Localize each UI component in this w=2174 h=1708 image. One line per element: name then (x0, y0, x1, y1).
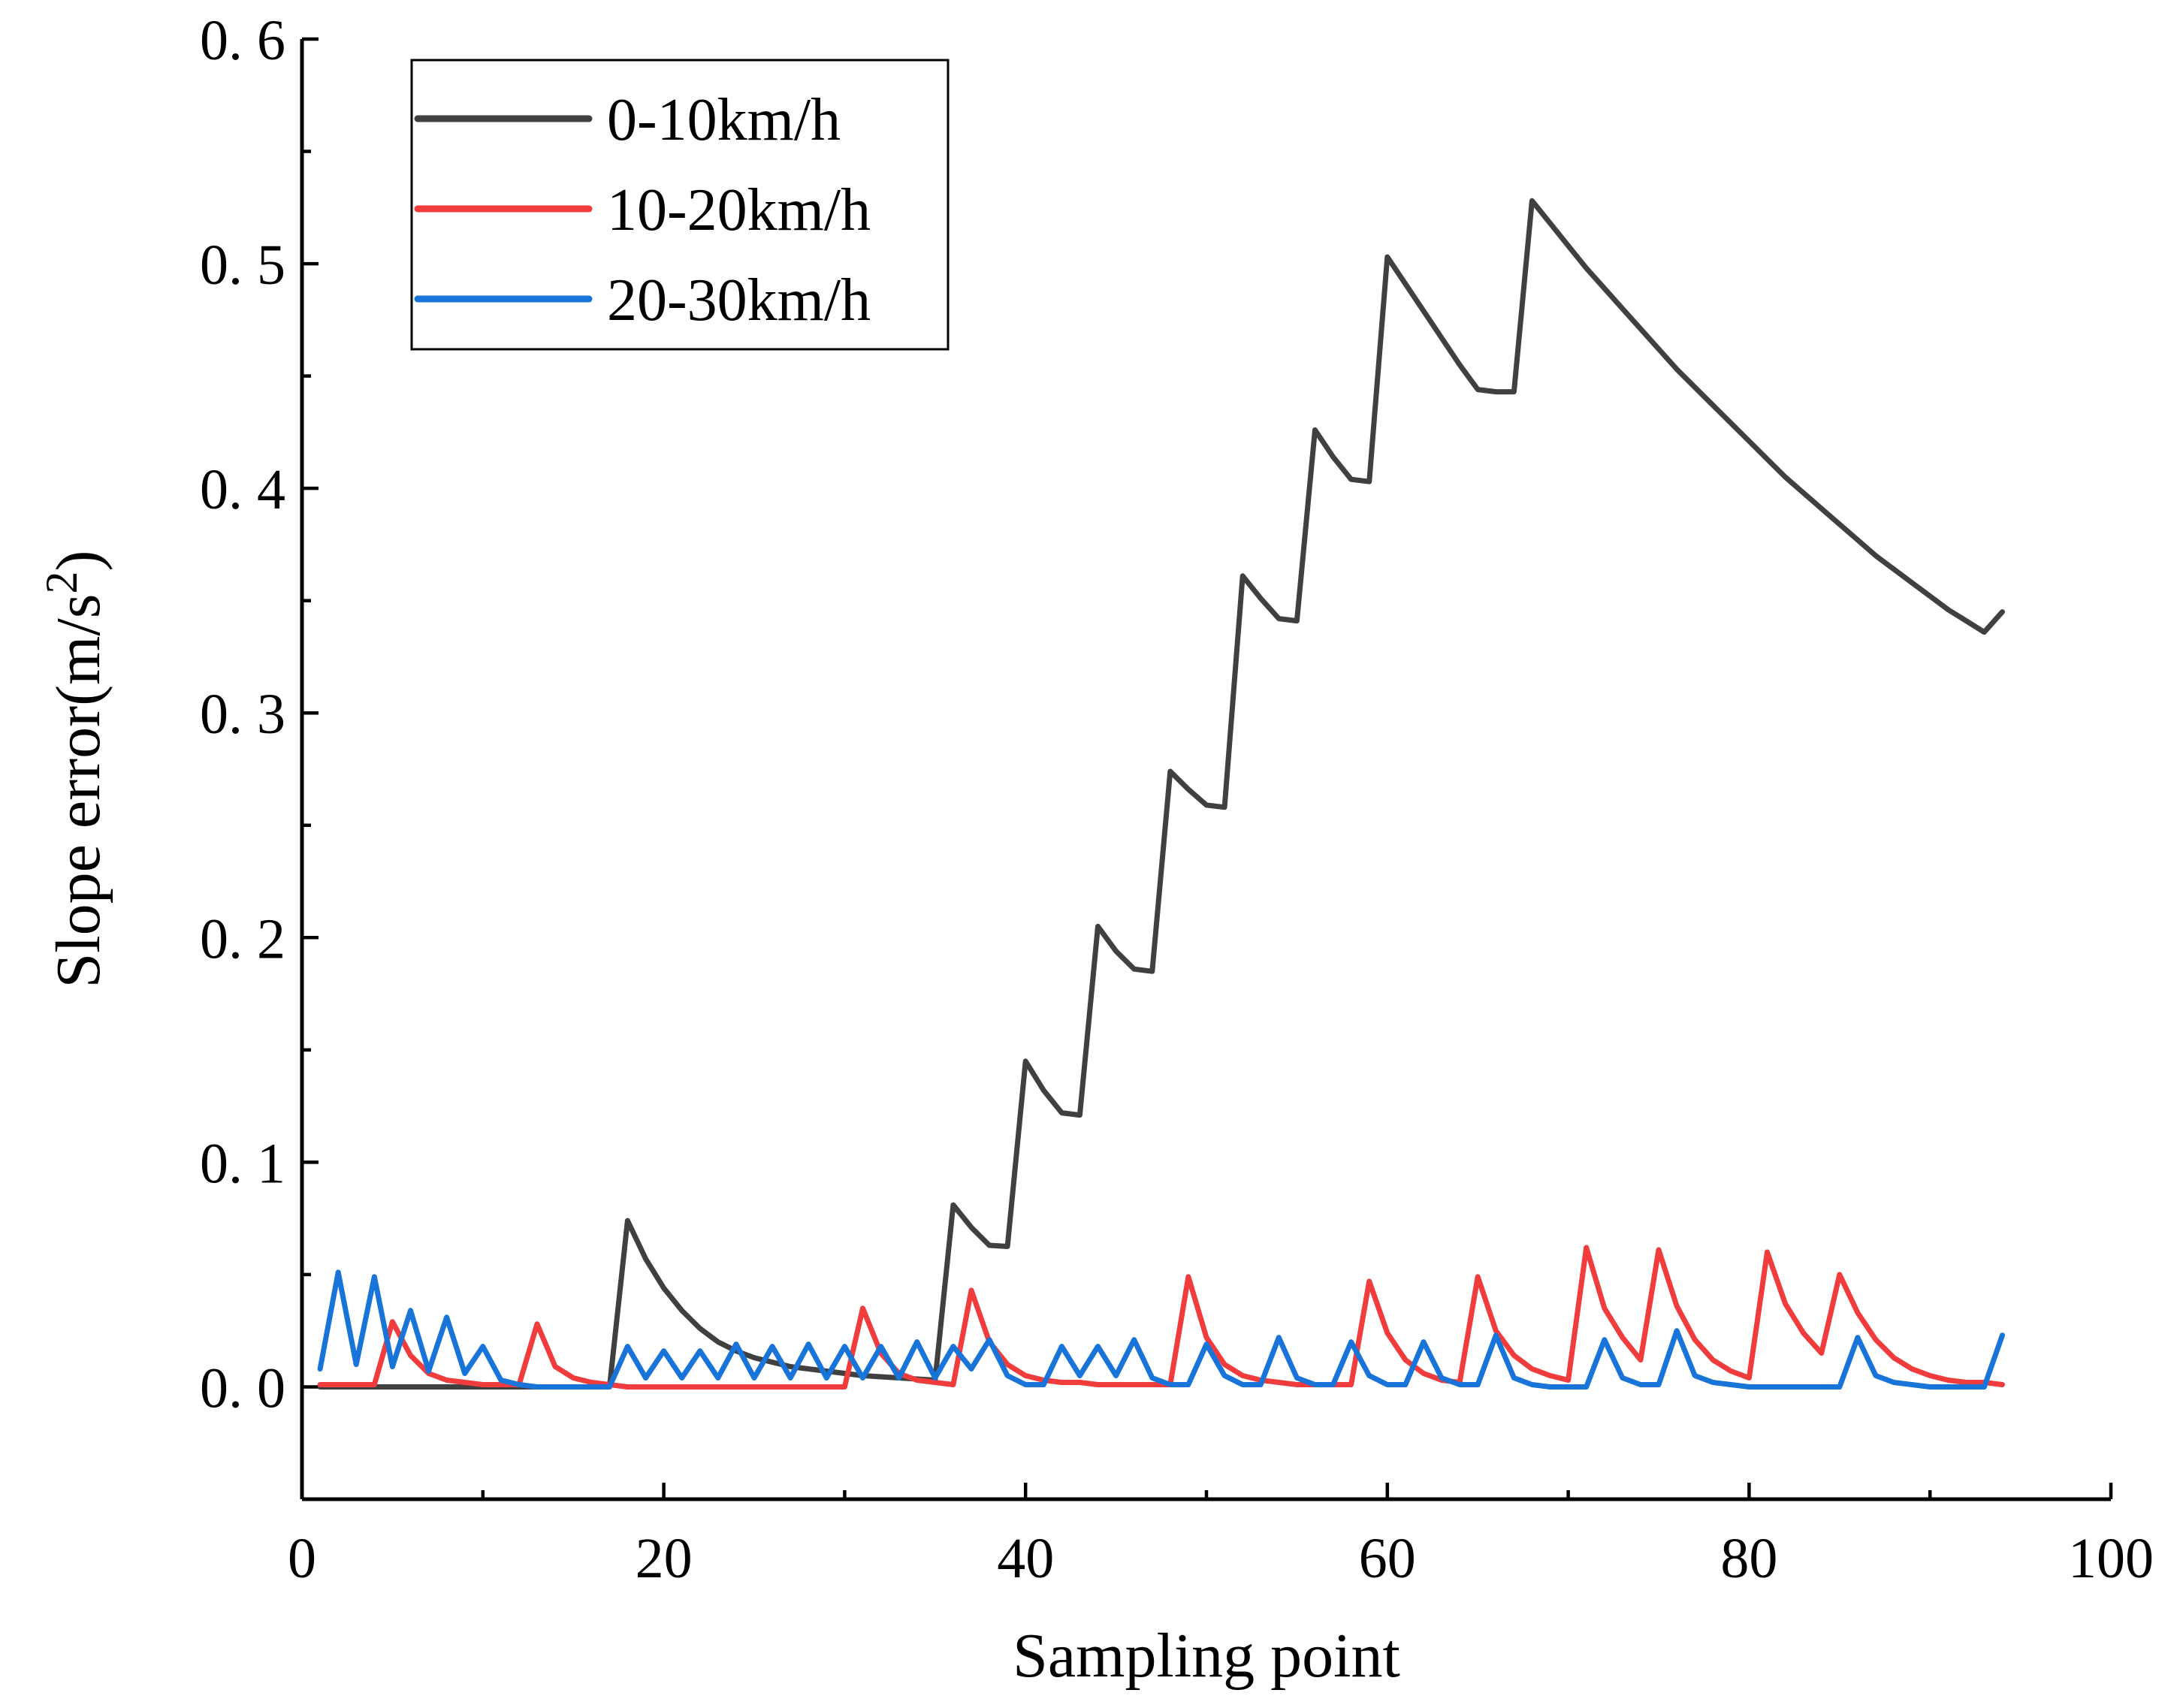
x-tick-label: 60 (1359, 1527, 1416, 1590)
y-tick-label: 0. 3 (200, 683, 285, 746)
legend-label-3: 20-30km/h (607, 267, 871, 333)
y-axis-title-close: ) (44, 551, 113, 572)
legend-label-2: 10-20km/h (607, 177, 871, 243)
x-tick-label: 0 (288, 1527, 316, 1590)
x-tick-label: 80 (1720, 1527, 1777, 1590)
x-ticks: 0 20 40 60 80 100 (288, 1483, 2154, 1590)
series-line-2 (317, 1245, 2005, 1390)
y-tick-label: 0. 6 (200, 9, 285, 72)
x-tick-label: 40 (997, 1527, 1054, 1590)
plot-area (317, 198, 2005, 1390)
y-tick-label: 0. 5 (200, 234, 285, 297)
legend: 0-10km/h 10-20km/h 20-30km/h (410, 59, 950, 351)
y-tick-label: 0. 2 (200, 907, 285, 970)
series-line-1 (317, 198, 2005, 1390)
x-axis-title: Sampling point (1013, 1621, 1400, 1691)
x-tick-label: 100 (2068, 1527, 2154, 1590)
y-axis-title-sup: 2 (37, 572, 86, 594)
y-axis-title-main: Slope error(m/s (44, 594, 113, 988)
legend-label-1: 0-10km/h (607, 87, 841, 153)
series-line-3 (317, 1269, 2005, 1390)
y-ticks: 0. 0 0. 1 0. 2 0. 3 0. 4 0. 5 0. 6 (200, 9, 319, 1420)
x-tick-label: 20 (636, 1527, 693, 1590)
y-tick-label: 0. 1 (200, 1132, 285, 1195)
svg-text:Slope error(m/s2): Slope error(m/s2) (37, 551, 113, 988)
y-tick-label: 0. 4 (200, 458, 285, 521)
y-axis-title: Slope error(m/s2) (37, 551, 113, 988)
y-tick-label: 0. 0 (200, 1356, 285, 1420)
